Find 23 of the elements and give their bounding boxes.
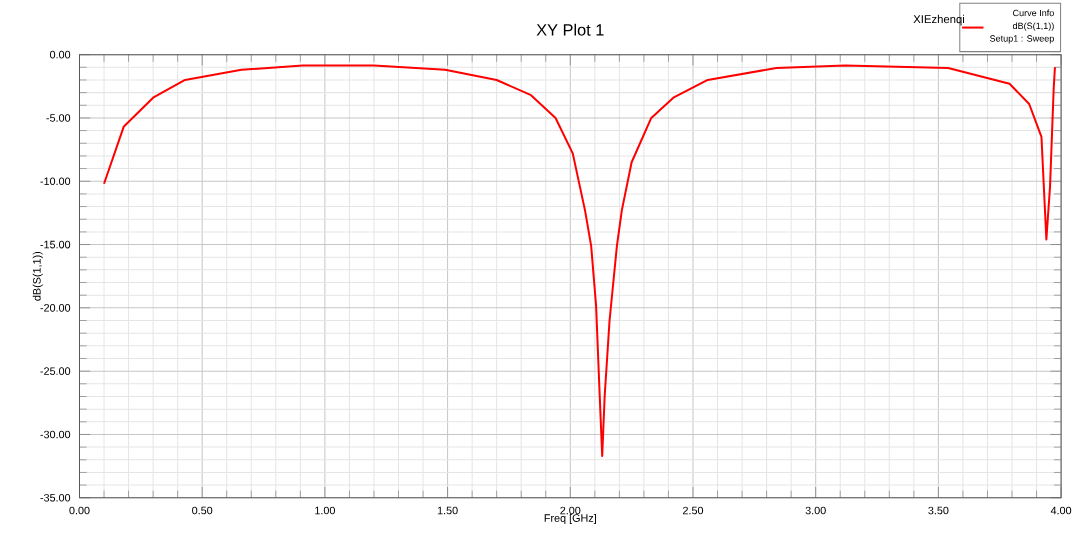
- y-tick-label: -35.00: [40, 493, 71, 502]
- text: dB(S(1,1)): [1012, 22, 1054, 31]
- x-tick-label: 0.00: [69, 506, 90, 515]
- x-tick-label: 3.50: [928, 506, 949, 515]
- x-tick-label: 2.50: [683, 506, 704, 515]
- y-tick-label: 0.00: [50, 50, 71, 59]
- y-tick-label: -15.00: [40, 240, 71, 249]
- y-tick-label: -20.00: [40, 303, 71, 312]
- y-axis-title: dB(S(1,1)): [32, 251, 43, 301]
- x-tick-label: 3.00: [805, 506, 826, 515]
- y-tick-label: -30.00: [40, 430, 71, 439]
- legend-title: Curve Info: [1013, 9, 1054, 16]
- x-tick-label: 1.50: [437, 506, 458, 515]
- y-tick-label: -5.00: [46, 113, 71, 122]
- text: XIEzhenqi: [913, 14, 965, 26]
- x-tick-label: 1.00: [315, 506, 335, 515]
- x-tick-label: 4.00: [1050, 506, 1072, 515]
- x-tick-label: 0.50: [192, 506, 213, 515]
- y-tick-label: -25.00: [40, 367, 71, 375]
- chart-title: XY Plot 1: [536, 23, 604, 36]
- text: Setup1 : Sweep: [989, 34, 1054, 44]
- y-tick-label: -10.00: [40, 177, 71, 185]
- x-tick-label: 2.00: [560, 506, 581, 515]
